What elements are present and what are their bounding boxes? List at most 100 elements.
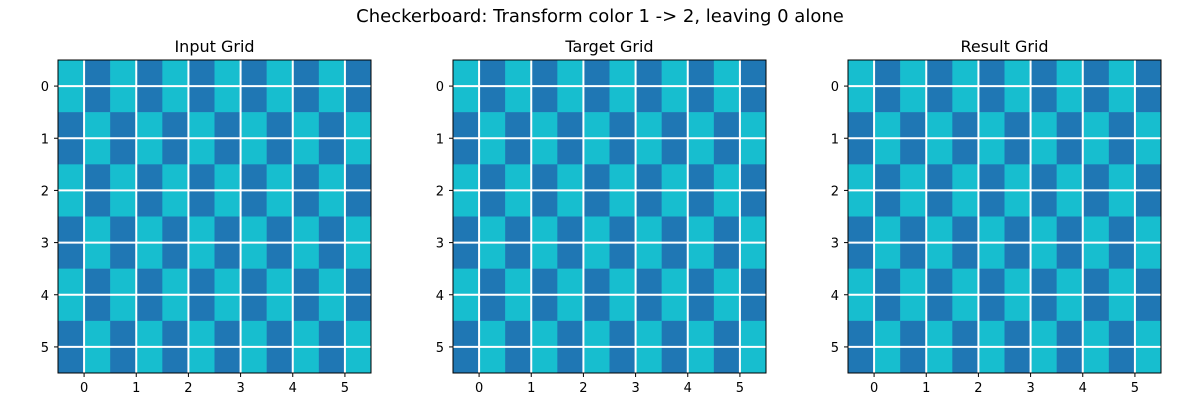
heatmap-cell (900, 112, 927, 139)
y-tick-label: 4 (41, 289, 49, 304)
heatmap-cell (687, 60, 715, 87)
x-tick-label: 0 (475, 381, 483, 396)
heatmap-cell (583, 86, 610, 113)
heatmap-cell (609, 86, 636, 113)
heatmap-cell (1030, 164, 1057, 191)
panel-target-grid: Target Grid 0 1 2 3 4 5 0 1 2 3 4 5 (436, 37, 767, 396)
heatmap-cell (583, 216, 610, 243)
heatmap-cell (635, 346, 662, 374)
heatmap-cell (713, 138, 741, 165)
heatmap-cell (557, 242, 584, 269)
heatmap-cell (84, 346, 111, 374)
heatmap-cell (739, 346, 767, 374)
heatmap-cell (1108, 320, 1136, 348)
heatmap-cell (1030, 242, 1057, 269)
heatmap-cell (739, 294, 767, 322)
heatmap-cell (900, 216, 927, 243)
heatmap-cell (214, 138, 241, 165)
y-tick-label: 1 (436, 132, 444, 147)
heatmap-cell (136, 138, 163, 165)
heatmap-cell (479, 216, 506, 243)
heatmap-cell (687, 294, 715, 322)
heatmap-cell (874, 138, 901, 165)
heatmap-cell (713, 112, 741, 139)
heatmap-cell (479, 294, 506, 322)
heatmap-cell (505, 320, 532, 348)
heatmap-cell (162, 294, 189, 322)
heatmap-cell (635, 242, 662, 269)
heatmap-cell (136, 294, 163, 322)
heatmap-cell (453, 138, 480, 165)
heatmap-cell (505, 112, 532, 139)
heatmap-cell (318, 190, 346, 217)
heatmap-cell (848, 60, 875, 87)
heatmap-cell (58, 164, 85, 191)
heatmap-cell (978, 268, 1005, 296)
heatmap-cell (58, 242, 85, 269)
heatmap-cell (453, 86, 480, 113)
heatmap-cell (687, 112, 715, 139)
heatmap-cell (848, 86, 875, 113)
heatmap-cell (874, 242, 901, 269)
heatmap-cell (344, 242, 372, 269)
heatmap-cell (557, 164, 584, 191)
x-tick-label: 1 (132, 381, 140, 396)
heatmap-cell (292, 346, 320, 374)
heatmap-cell (58, 216, 85, 243)
heatmap-cell (453, 190, 480, 217)
heatmap-cell (713, 242, 741, 269)
x-tick-label: 2 (184, 381, 192, 396)
heatmap-cell (1108, 268, 1136, 296)
heatmap-cell (978, 164, 1005, 191)
heatmap-cell (1056, 216, 1084, 243)
heatmap-cell (318, 112, 346, 139)
heatmap-cell (1082, 112, 1110, 139)
heatmap-cell (84, 86, 111, 113)
heatmap-cell (1108, 112, 1136, 139)
heatmap-cell (661, 164, 689, 191)
heatmap-cell (1082, 216, 1110, 243)
heatmap-cell (926, 86, 953, 113)
heatmap-cell (1056, 294, 1084, 322)
heatmap-cell (110, 164, 137, 191)
heatmap-cell (661, 112, 689, 139)
heatmap-cell (531, 242, 558, 269)
x-tick-label: 4 (684, 381, 692, 396)
heatmap-cell (505, 346, 532, 374)
heatmap-cell (874, 216, 901, 243)
heatmap-cell (58, 60, 85, 87)
heatmap-cell (214, 320, 241, 348)
figure-suptitle: Checkerboard: Transform color 1 -> 2, le… (356, 6, 844, 27)
heatmap-cell (110, 138, 137, 165)
heatmap-cell (900, 190, 927, 217)
heatmap-cell (344, 294, 372, 322)
heatmap-cell (1004, 164, 1031, 191)
heatmap-cell (1134, 190, 1162, 217)
heatmap-cell (110, 320, 137, 348)
heatmap-cell (531, 86, 558, 113)
heatmap-cell (739, 60, 767, 87)
heatmap-cell (713, 346, 741, 374)
heatmap-cell (1004, 112, 1031, 139)
heatmap-cell (952, 164, 979, 191)
heatmap-cell (505, 86, 532, 113)
y-tick-label: 5 (831, 341, 839, 356)
heatmap-cell (214, 216, 241, 243)
heatmap-cell (479, 138, 506, 165)
heatmap-cell (84, 60, 111, 87)
heatmap-cell (58, 190, 85, 217)
heatmap-cell (292, 164, 320, 191)
heatmap-cell (214, 190, 241, 217)
heatmap-cell (900, 60, 927, 87)
heatmap-cell (266, 86, 294, 113)
heatmap-cell (1030, 86, 1057, 113)
x-tick-label: 0 (80, 381, 88, 396)
x-tick-label: 5 (341, 381, 349, 396)
heatmap-cell (292, 268, 320, 296)
x-tick-label: 4 (289, 381, 297, 396)
heatmap-cell (531, 164, 558, 191)
axes-frame (847, 59, 1162, 374)
heatmap-cell (292, 138, 320, 165)
heatmap-cell (978, 216, 1005, 243)
